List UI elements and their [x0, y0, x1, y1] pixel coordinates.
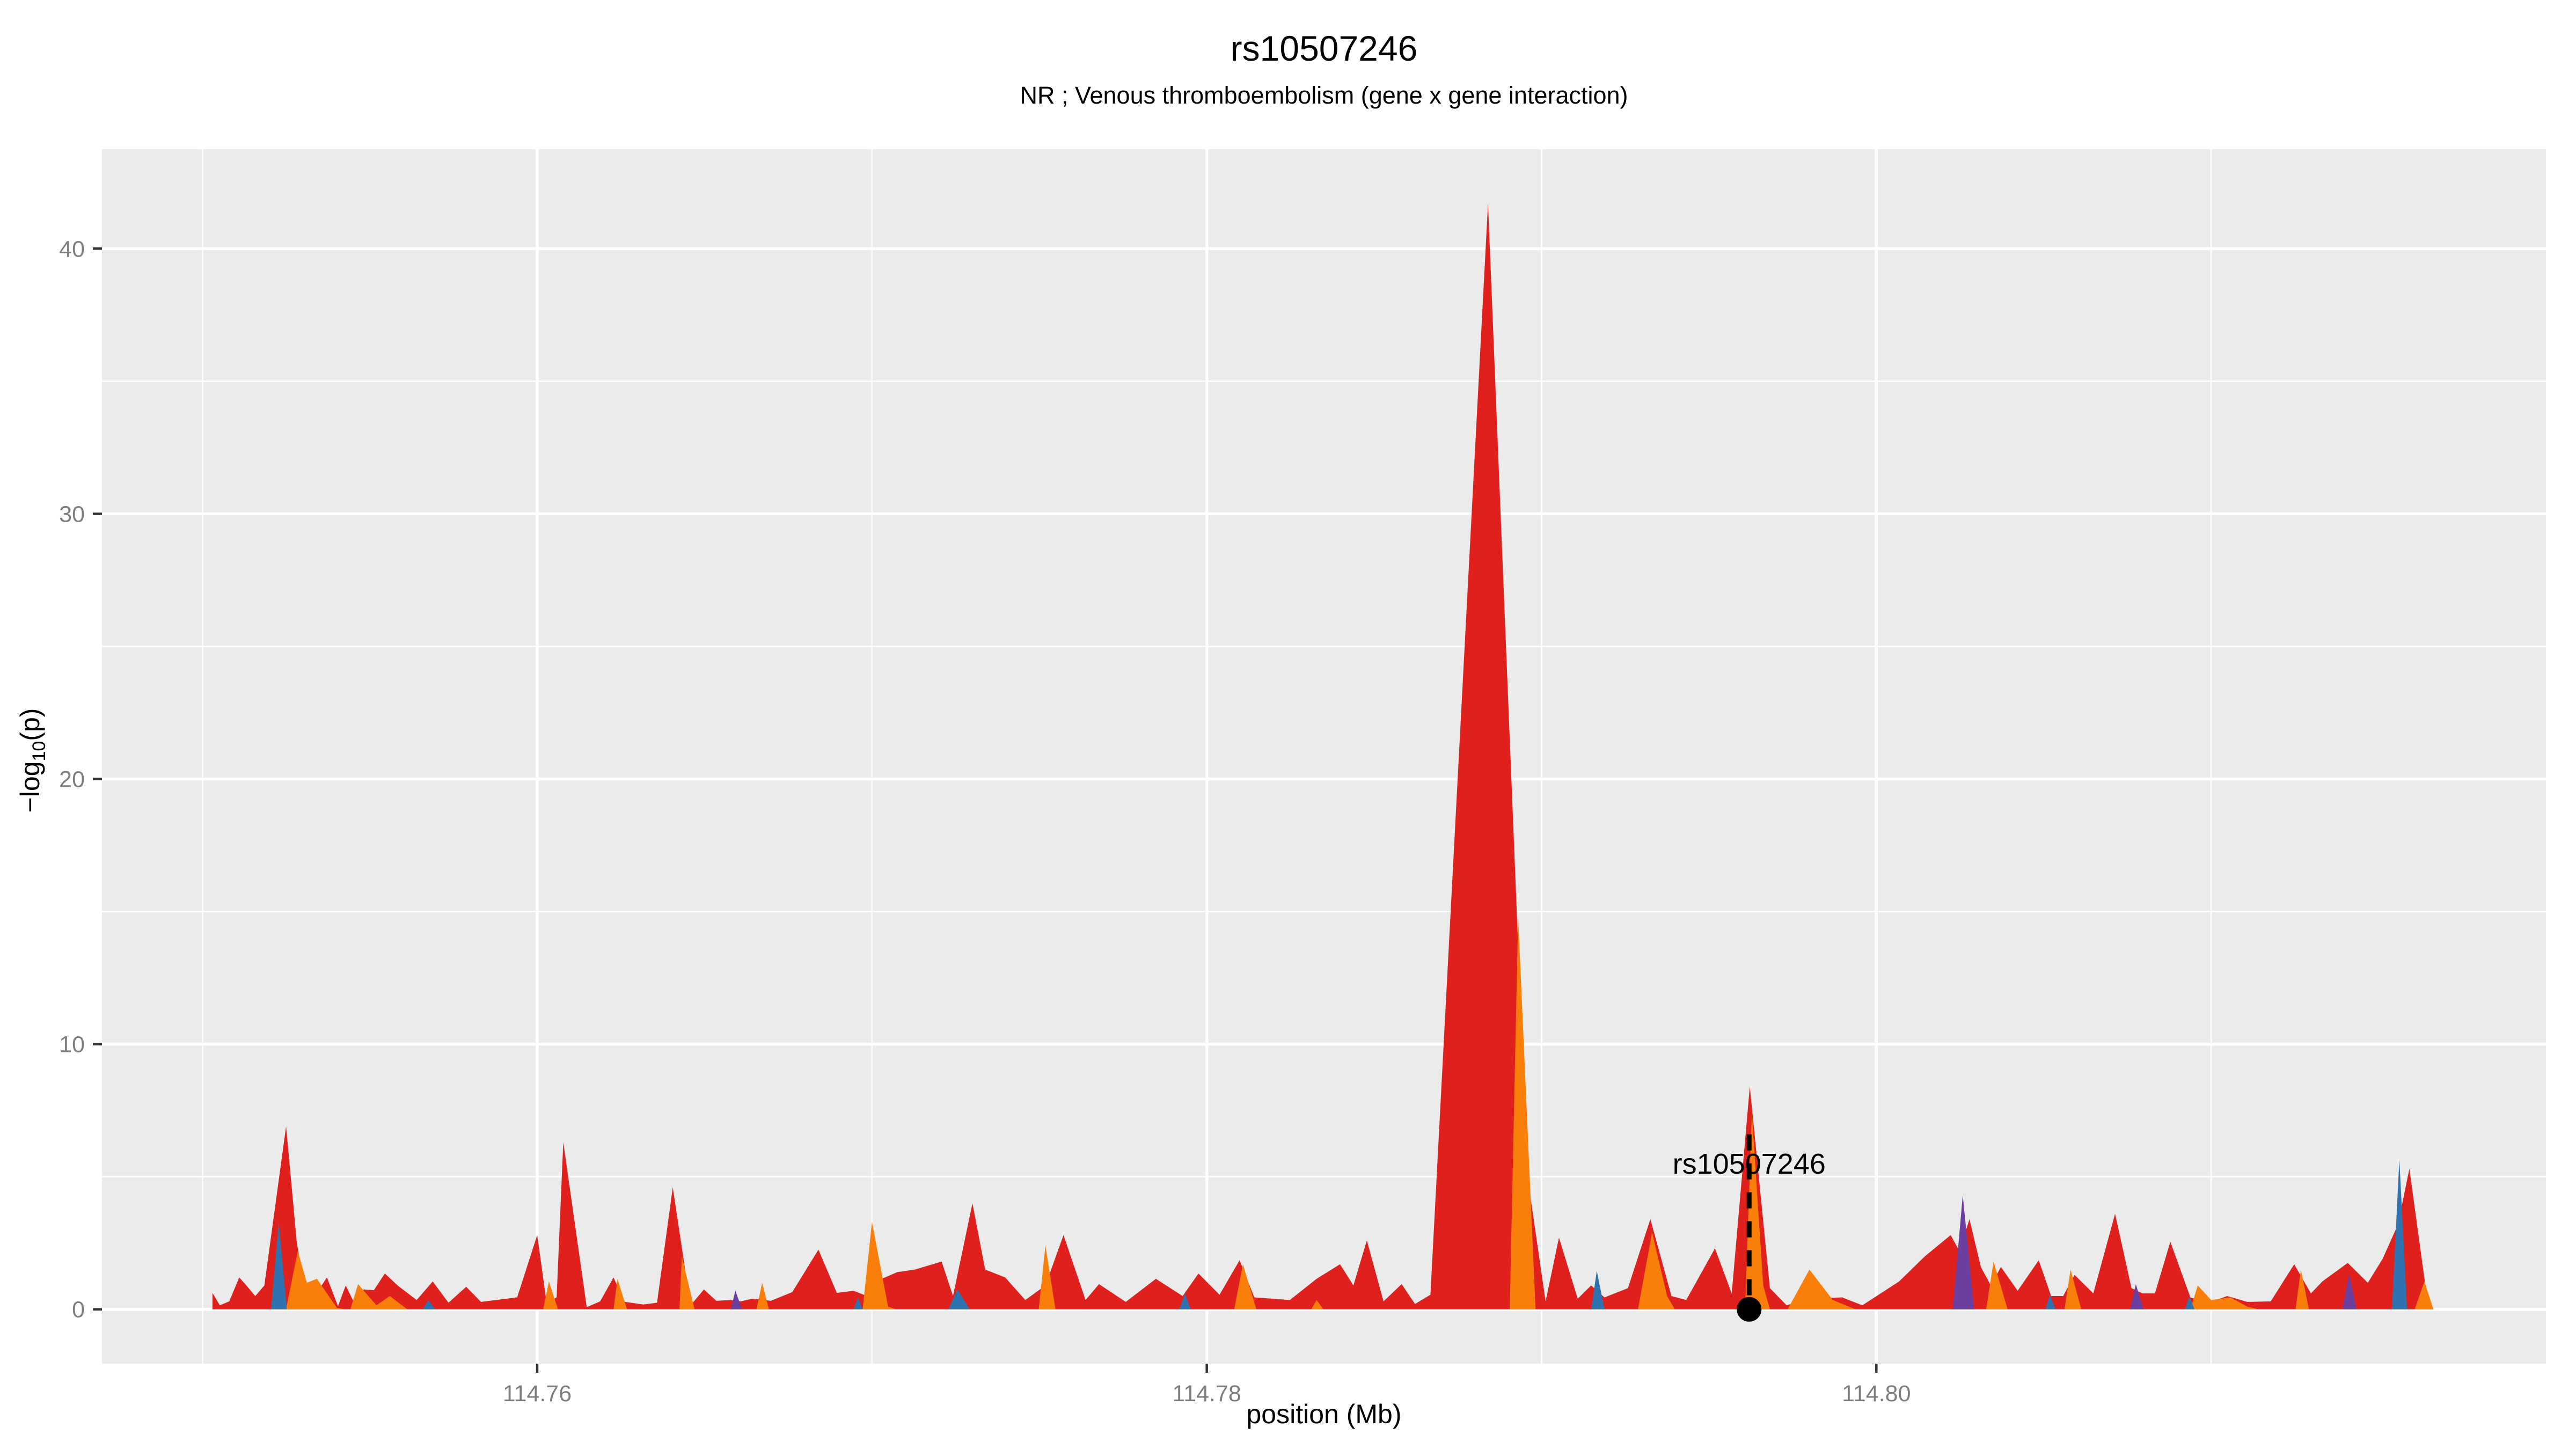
- y-axis-title-sub: 10: [29, 741, 49, 762]
- plot-panel: [102, 149, 2546, 1364]
- y-tick-label: 30: [59, 501, 85, 527]
- x-tick-label: 114.76: [503, 1381, 572, 1407]
- y-tick-label: 10: [59, 1032, 85, 1058]
- y-axis-title-post: (p): [15, 708, 45, 741]
- snp-point: [1737, 1297, 1762, 1322]
- snp-annotation-label: rs10507246: [1673, 1148, 1826, 1180]
- x-tick-label: 114.80: [1842, 1381, 1911, 1407]
- plot-subtitle: NR ; Venous thromboembolism (gene x gene…: [1020, 82, 1628, 109]
- x-tick-label: 114.78: [1172, 1381, 1241, 1407]
- y-axis-title-pre: −log: [15, 761, 45, 813]
- y-tick-label: 20: [59, 766, 85, 792]
- y-tick-label: 40: [59, 236, 85, 262]
- y-tick-label: 0: [72, 1297, 85, 1323]
- plot-title: rs10507246: [1230, 28, 1418, 68]
- x-axis-title: position (Mb): [1246, 1399, 1402, 1429]
- y-axis-title: −log10(p): [14, 385, 50, 1136]
